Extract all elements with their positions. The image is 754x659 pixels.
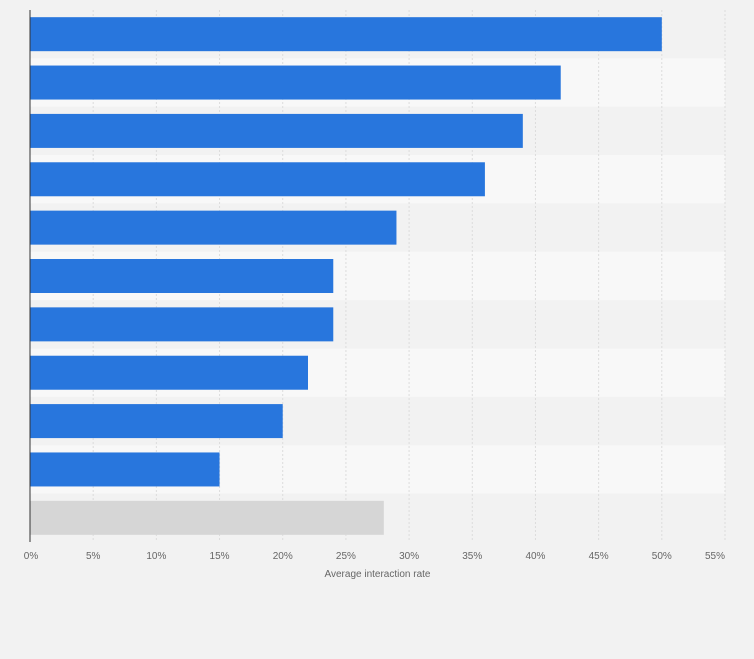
x-tick-label: 25% (336, 551, 356, 562)
bars (30, 17, 662, 535)
x-tick-label: 30% (399, 551, 419, 562)
bar (30, 17, 662, 52)
x-tick-label: 5% (86, 551, 101, 562)
bar (30, 259, 334, 293)
bar (30, 113, 523, 148)
x-tick-labels: 0% 5% 10% 15% 20% 25% 30% 35% 40% 45% 50% 55% (24, 551, 725, 562)
bar (30, 162, 485, 197)
x-axis-label: Average interaction rate (325, 569, 431, 580)
x-tick-label: 0% (24, 551, 39, 562)
x-tick-label: 35% (462, 551, 482, 562)
x-tick-label: 45% (589, 551, 609, 562)
x-tick-label: 15% (210, 551, 230, 562)
bar (30, 355, 308, 390)
bar (30, 65, 561, 100)
x-tick-label: 10% (146, 551, 166, 562)
x-tick-label: 55% (705, 551, 725, 562)
x-tick-label: 50% (652, 551, 672, 562)
bar (30, 404, 283, 439)
bar (30, 452, 220, 487)
bar (30, 307, 334, 342)
bar-muted (30, 500, 384, 535)
bar (30, 210, 397, 245)
x-tick-label: 40% (525, 551, 545, 562)
x-tick-label: 20% (273, 551, 293, 562)
